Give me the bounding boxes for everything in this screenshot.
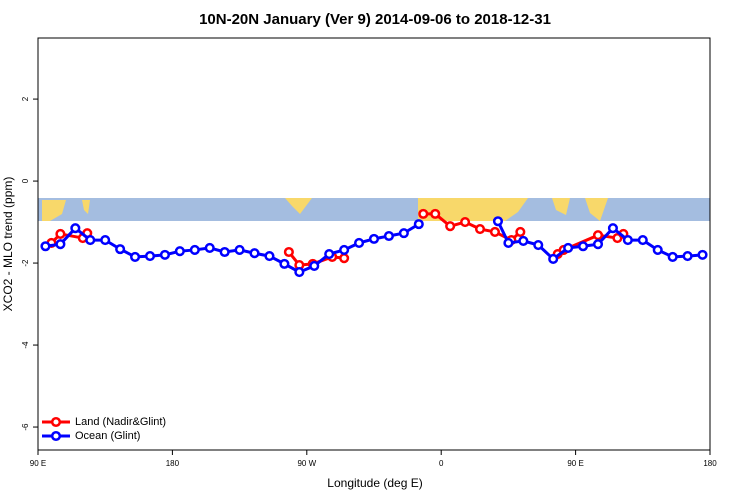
data-point [383,230,394,242]
data-point [368,233,380,244]
data-point [413,219,424,230]
data-point [607,223,618,234]
data-point [563,242,574,253]
data-point [100,235,111,246]
data-point [697,249,708,260]
data-point [682,251,693,262]
x-tick-label: 180 [703,459,717,468]
data-point [85,235,96,246]
data-point [515,226,526,237]
data-point [339,253,350,264]
data-point [189,244,200,255]
data-point [249,248,260,259]
y-axis-label: XCO2 - MLO trend (ppm) [1,177,15,312]
data-point [144,251,156,262]
land-patch [418,198,528,221]
data-point [70,223,81,234]
data-point [219,246,230,258]
legend-label: Ocean (Glint) [75,430,140,442]
x-tick-label: 90 E [567,459,583,468]
data-point [309,260,320,271]
data-point [398,228,409,239]
data-point [652,244,663,255]
map-band [38,198,710,221]
legend-marker [50,430,62,442]
x-tick-label: 90 W [297,459,316,468]
ocean-band [38,198,710,221]
legend-marker [50,416,62,428]
y-tick-label: 2 [21,96,30,101]
data-point [592,239,604,250]
data-point [622,235,633,246]
data-point [492,216,503,227]
data-point [418,208,429,219]
data-point [354,237,365,249]
data-point [159,249,170,260]
x-tick-label: 0 [439,459,444,468]
x-axis-label: Longitude (deg E) [327,476,422,490]
data-point [264,251,275,262]
y-tick-label: -4 [21,341,30,349]
data-point [548,253,559,265]
data-point [115,244,126,255]
data-point [339,244,350,255]
data-point [460,217,471,228]
data-point [294,267,305,278]
chart-title: 10N-20N January (Ver 9) 2014-09-06 to 20… [199,11,551,28]
land-patch [585,198,608,221]
data-point [637,235,648,246]
land-patch [82,200,90,214]
x-tick-label: 180 [166,459,180,468]
data-point [40,241,51,252]
data-point [503,237,514,249]
data-point [430,208,441,219]
series-line [45,220,703,274]
land-patch [285,198,312,214]
y-tick-label: 0 [21,178,30,183]
x-tick-label: 90 E [30,459,46,468]
data-point [174,246,185,257]
data-point [55,239,66,250]
y-tick-label: -6 [21,423,30,431]
data-point [279,258,290,269]
data-point [578,241,589,252]
data-point [518,235,529,246]
data-point [130,251,141,262]
data-point [474,223,486,235]
land-patch [42,200,66,221]
data-point [489,226,501,237]
data-point [324,248,335,260]
data-point [204,242,215,253]
land-patch [552,198,570,215]
data-point [234,244,245,255]
data-point [445,221,456,232]
data-point [533,239,544,251]
data-point [55,228,66,240]
data-point [283,246,294,258]
data-point [667,251,678,262]
plot-frame [37,37,711,451]
y-tick-label: -2 [21,259,30,267]
legend-label: Land (Nadir&Glint) [75,416,166,428]
data-point [592,230,604,241]
